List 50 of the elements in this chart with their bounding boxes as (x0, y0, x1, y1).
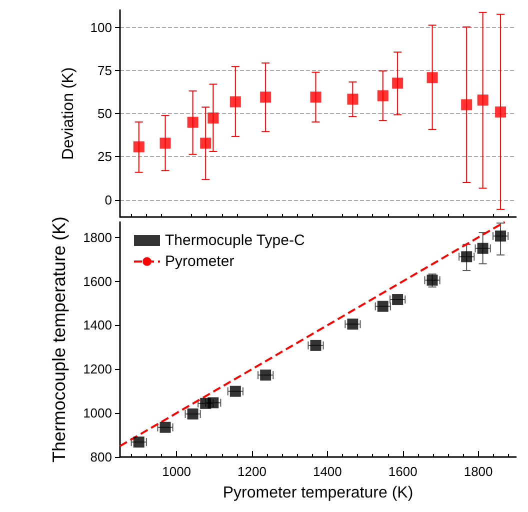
y-tick-label: 1400 (83, 318, 112, 333)
point (160, 422, 171, 433)
point (208, 112, 219, 124)
x-axis-title: Pyrometer temperature (K) (222, 484, 414, 502)
y-tick-label: 100 (90, 20, 112, 35)
x-tick-label: 1800 (464, 464, 493, 479)
point (392, 294, 404, 306)
point (495, 230, 506, 242)
legend-label: Pyrometer (165, 253, 234, 270)
point (392, 78, 404, 89)
y-tick-label: 25 (98, 149, 112, 164)
point (208, 397, 219, 408)
point (310, 340, 322, 351)
y-axis-title: Deviation (K) (60, 67, 77, 160)
point (347, 318, 358, 330)
x-tick-label: 1600 (388, 464, 418, 479)
point (260, 370, 272, 381)
y-tick-label: 0 (104, 192, 112, 208)
y-axis-title: Thermocouple temperature (K) (49, 216, 69, 463)
point (310, 92, 322, 103)
point (230, 386, 241, 397)
point (377, 90, 388, 102)
point (260, 92, 272, 103)
x-tick-label: 1200 (238, 464, 266, 479)
y-tick-label: 1000 (83, 406, 112, 421)
point (377, 300, 388, 312)
point (426, 72, 438, 84)
x-tick-label: 1000 (162, 464, 192, 479)
point (133, 436, 144, 448)
point (230, 96, 241, 108)
point (200, 138, 212, 149)
point (477, 94, 488, 106)
point (477, 242, 488, 254)
y-tick-label: 800 (90, 450, 112, 464)
point (495, 106, 506, 118)
point (187, 408, 198, 420)
point (426, 274, 438, 286)
point (461, 99, 472, 110)
y-tick-label: 1200 (83, 362, 112, 377)
point (461, 251, 472, 262)
legend-label: Thermocuple Type-C (165, 232, 305, 249)
point (160, 138, 171, 149)
y-tick-label: 1600 (83, 274, 112, 289)
y-tick-label: 75 (98, 62, 112, 78)
point (347, 94, 358, 105)
x-tick-label: 1400 (312, 464, 342, 479)
y-tick-label: 50 (98, 106, 112, 121)
point (187, 116, 198, 128)
y-tick-label: 1800 (83, 230, 112, 245)
point (133, 141, 144, 152)
